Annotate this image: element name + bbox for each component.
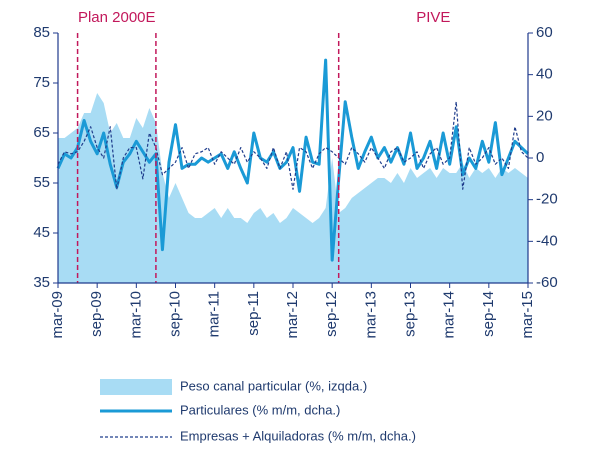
- legend-label: Empresas + Alquiladoras (% m/m, dcha.): [180, 428, 416, 443]
- legend-label: Peso canal particular (%, izqda.): [180, 378, 367, 393]
- y2-tick-label: 40: [536, 66, 553, 83]
- y2-tick-label: -20: [536, 191, 558, 208]
- y-tick-label: 85: [33, 24, 50, 41]
- x-tick-label: mar-10: [127, 291, 144, 339]
- x-tick-label: mar-15: [519, 291, 536, 339]
- x-tick-label: mar-12: [284, 291, 301, 339]
- line: [56, 58, 530, 262]
- x-tick-label: sep-09: [88, 291, 105, 337]
- y2-tick-label: 60: [536, 24, 553, 41]
- x-tick-label: sep-10: [166, 291, 183, 337]
- x-tick-label: sep-14: [480, 291, 497, 337]
- x-tick-label: sep-11: [245, 291, 262, 336]
- y2-tick-label: 0: [536, 149, 544, 166]
- y-tick-label: 55: [33, 174, 50, 191]
- event-label: PIVE: [416, 9, 450, 26]
- x-tick-label: mar-11: [206, 291, 223, 337]
- y2-tick-label: -40: [536, 232, 558, 249]
- x-tick-label: sep-12: [323, 291, 340, 337]
- x-tick-label: mar-14: [441, 291, 458, 339]
- y-tick-label: 45: [33, 224, 50, 241]
- y2-tick-label: -60: [536, 274, 558, 291]
- event-label: Plan 2000E: [78, 9, 156, 26]
- x-tick-label: mar-13: [362, 291, 379, 339]
- x-tick-label: mar-09: [49, 291, 66, 339]
- x-tick-label: sep-13: [401, 291, 418, 337]
- legend-swatch: [100, 379, 172, 395]
- y-tick-label: 75: [33, 74, 50, 91]
- y2-tick-label: 20: [536, 107, 553, 124]
- dashed-line: [57, 101, 529, 190]
- legend-label: Particulares (% m/m, dcha.): [180, 402, 340, 417]
- area: [58, 93, 528, 283]
- y-tick-label: 35: [33, 274, 50, 291]
- y-tick-label: 65: [33, 124, 50, 141]
